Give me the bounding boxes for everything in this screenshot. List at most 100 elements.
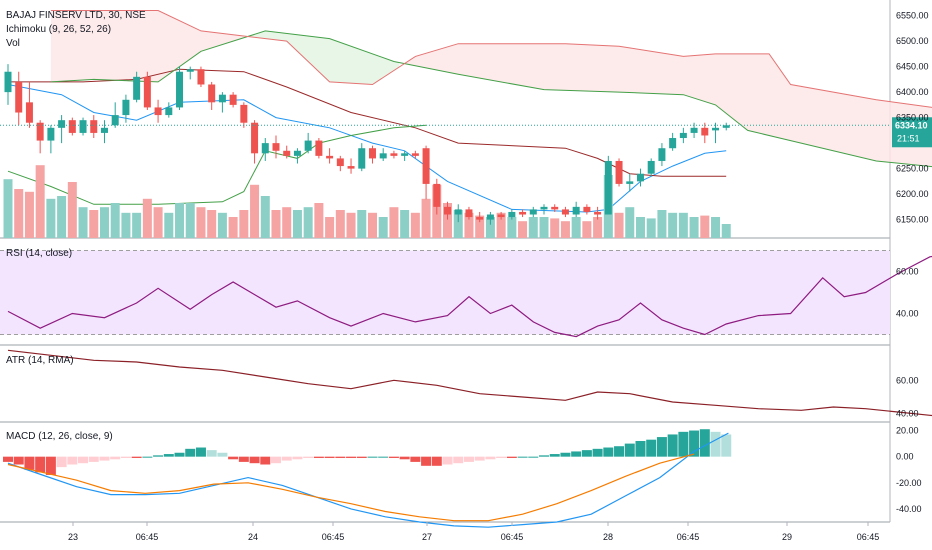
candle-body [508, 211, 516, 218]
volume-bar [453, 210, 463, 238]
candle-body [701, 127, 709, 136]
macd-tick-label: -20.00 [896, 478, 922, 488]
candle-body [604, 160, 612, 215]
volume-bar [711, 217, 721, 238]
macd-histogram-bar [517, 456, 528, 458]
macd-histogram-bar [356, 456, 367, 458]
candle-body [368, 148, 376, 159]
time-tick-label: 29 [782, 532, 792, 542]
candle-body [454, 209, 462, 215]
candle-body [669, 138, 677, 149]
macd-histogram-bar [710, 431, 721, 457]
rsi-tick-label: 40.00 [896, 309, 919, 319]
candle-body [658, 148, 666, 161]
rsi-legend: RSI (14, close) [6, 248, 72, 259]
candle-body [379, 153, 387, 159]
volume-bar [46, 198, 56, 238]
time-tick-label: 23 [68, 532, 78, 542]
candle-body [25, 102, 33, 123]
macd-histogram-bar [195, 447, 206, 457]
time-tick-label: 06:45 [857, 532, 880, 542]
volume-bar [678, 212, 688, 238]
price-tick-label: 6250.00 [896, 164, 929, 174]
volume-bar [378, 217, 388, 238]
cloud-segment-2 [404, 43, 932, 167]
time-tick-label: 28 [603, 532, 613, 542]
candle-body [422, 148, 430, 184]
macd-histogram-bar [45, 456, 56, 475]
macd-histogram-bar [174, 452, 185, 457]
macd-histogram-bar [485, 456, 496, 460]
ichimoku-lines [7, 10, 932, 213]
volume-bar [646, 218, 656, 238]
candle-body [679, 132, 687, 139]
candle-body [143, 76, 151, 108]
volume-bar [121, 212, 131, 238]
volume-bar [410, 212, 420, 238]
macd-histogram-bar [592, 448, 603, 457]
volume-bar [335, 210, 345, 238]
candle-body [390, 153, 398, 156]
macd-tick-label: 20.00 [896, 426, 919, 436]
candle-body [572, 206, 580, 215]
candle-body [304, 140, 312, 151]
candle-body [722, 125, 730, 128]
candle-body [326, 155, 334, 159]
macd-histogram-bar [410, 456, 421, 462]
macd-histogram-bar [581, 450, 592, 457]
candle-body [165, 107, 173, 116]
candle-body [519, 211, 527, 215]
macd-histogram-bar [153, 455, 164, 457]
candle-body [540, 206, 548, 210]
volume-bar [582, 221, 592, 238]
macd-histogram-bar [88, 456, 99, 462]
volume-bar [571, 217, 581, 238]
candle-body [15, 81, 23, 113]
macd-histogram-bar [399, 456, 410, 460]
volume-bar [217, 212, 227, 238]
volume-bar [614, 212, 624, 238]
candle-body [615, 160, 623, 184]
candle-body [47, 127, 55, 141]
macd-tick-label: 0.00 [896, 452, 914, 462]
volume-bar [35, 165, 45, 238]
volume-bar [207, 210, 217, 238]
volume-bar [507, 217, 517, 238]
macd-histogram-bar [228, 456, 239, 460]
macd-histogram-bar [163, 454, 174, 457]
candle-body [594, 211, 602, 215]
ichimoku-legend: Ichimoku (9, 26, 52, 26) [6, 24, 111, 35]
ichimoku-base-line [8, 68, 727, 177]
volume-bar [260, 196, 270, 238]
candle-body [411, 153, 419, 156]
candle-body [444, 206, 452, 215]
macd-histogram-bar [249, 456, 260, 464]
candle-body [551, 206, 559, 210]
macd-histogram-bar [238, 456, 249, 462]
price-tick-label: 6550.00 [896, 11, 929, 21]
candle-body [529, 209, 537, 215]
candle-body [347, 166, 355, 169]
volume-bar [89, 210, 99, 238]
volume-bar [153, 207, 163, 238]
rsi-line [7, 255, 932, 338]
price-tick-label: 6400.00 [896, 87, 929, 97]
ichimoku-conversion-line [7, 84, 727, 213]
volume-bar [14, 189, 24, 238]
macd-histogram-bar [560, 452, 571, 457]
candle-body [218, 94, 226, 103]
volume-bar [539, 217, 549, 238]
candle-body [476, 217, 484, 220]
volume-bar [550, 218, 560, 238]
candle-body [626, 181, 634, 184]
macd-histogram-bar [678, 431, 689, 457]
macd-histogram-bar [463, 456, 474, 462]
price-tick-label: 6350.00 [896, 113, 929, 123]
candle-body [401, 153, 409, 156]
volume-bar [67, 182, 77, 238]
volume-bar [164, 212, 174, 238]
volume-bar [485, 217, 495, 238]
atr-line [7, 349, 932, 417]
candle-body [690, 127, 698, 133]
